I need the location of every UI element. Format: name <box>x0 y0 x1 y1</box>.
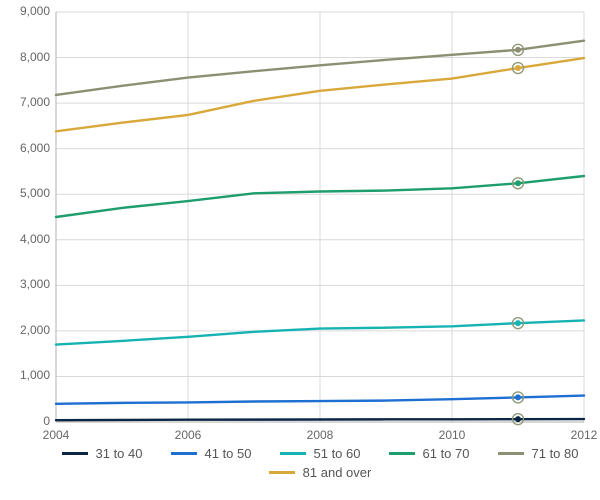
series-line <box>56 320 584 344</box>
legend-swatch <box>171 452 197 455</box>
y-tick-label: 6,000 <box>20 141 50 155</box>
y-tick-label: 1,000 <box>20 368 50 382</box>
y-tick-label: 8,000 <box>20 50 50 64</box>
series-marker <box>515 394 521 400</box>
legend-item: 71 to 80 <box>498 446 579 461</box>
y-tick-label: 5,000 <box>20 186 50 200</box>
series-marker <box>515 320 521 326</box>
legend-label: 41 to 50 <box>205 446 252 461</box>
x-tick-label: 2010 <box>439 428 466 442</box>
line-chart: 0 1,000 2,000 3,000 4,000 5,000 6,000 7,000 8,00… <box>0 0 600 500</box>
legend-item: 61 to 70 <box>389 446 470 461</box>
legend-label: 71 to 80 <box>532 446 579 461</box>
y-tick-label: 7,000 <box>20 95 50 109</box>
series-line <box>56 41 584 95</box>
series-line <box>56 58 584 131</box>
legend-item: 51 to 60 <box>280 446 361 461</box>
legend-item: 81 and over <box>269 465 372 480</box>
series-marker <box>515 180 521 186</box>
y-tick-label: 9,000 <box>20 4 50 18</box>
series-line <box>56 396 584 404</box>
legend-label: 51 to 60 <box>314 446 361 461</box>
x-tick-label: 2004 <box>43 428 70 442</box>
legend-label: 61 to 70 <box>423 446 470 461</box>
y-tick-label: 0 <box>43 414 50 428</box>
y-tick-label: 2,000 <box>20 323 50 337</box>
x-tick-label: 2012 <box>571 428 598 442</box>
plot-area <box>56 12 584 422</box>
legend-swatch <box>62 452 88 455</box>
chart-legend: 31 to 40 41 to 50 51 to 60 61 to 70 71 to 80… <box>56 446 584 480</box>
series-line <box>56 419 584 420</box>
legend-label: 81 and over <box>303 465 372 480</box>
legend-label: 31 to 40 <box>96 446 143 461</box>
legend-swatch <box>269 471 295 474</box>
legend-swatch <box>280 452 306 455</box>
chart-series <box>56 12 584 422</box>
x-tick-label: 2006 <box>175 428 202 442</box>
y-tick-label: 4,000 <box>20 232 50 246</box>
series-line <box>56 176 584 217</box>
series-marker <box>515 416 521 422</box>
legend-swatch <box>498 452 524 455</box>
y-tick-label: 3,000 <box>20 277 50 291</box>
x-tick-label: 2008 <box>307 428 334 442</box>
legend-item: 41 to 50 <box>171 446 252 461</box>
legend-swatch <box>389 452 415 455</box>
series-marker <box>515 47 521 53</box>
legend-item: 31 to 40 <box>62 446 143 461</box>
series-marker <box>515 65 521 71</box>
